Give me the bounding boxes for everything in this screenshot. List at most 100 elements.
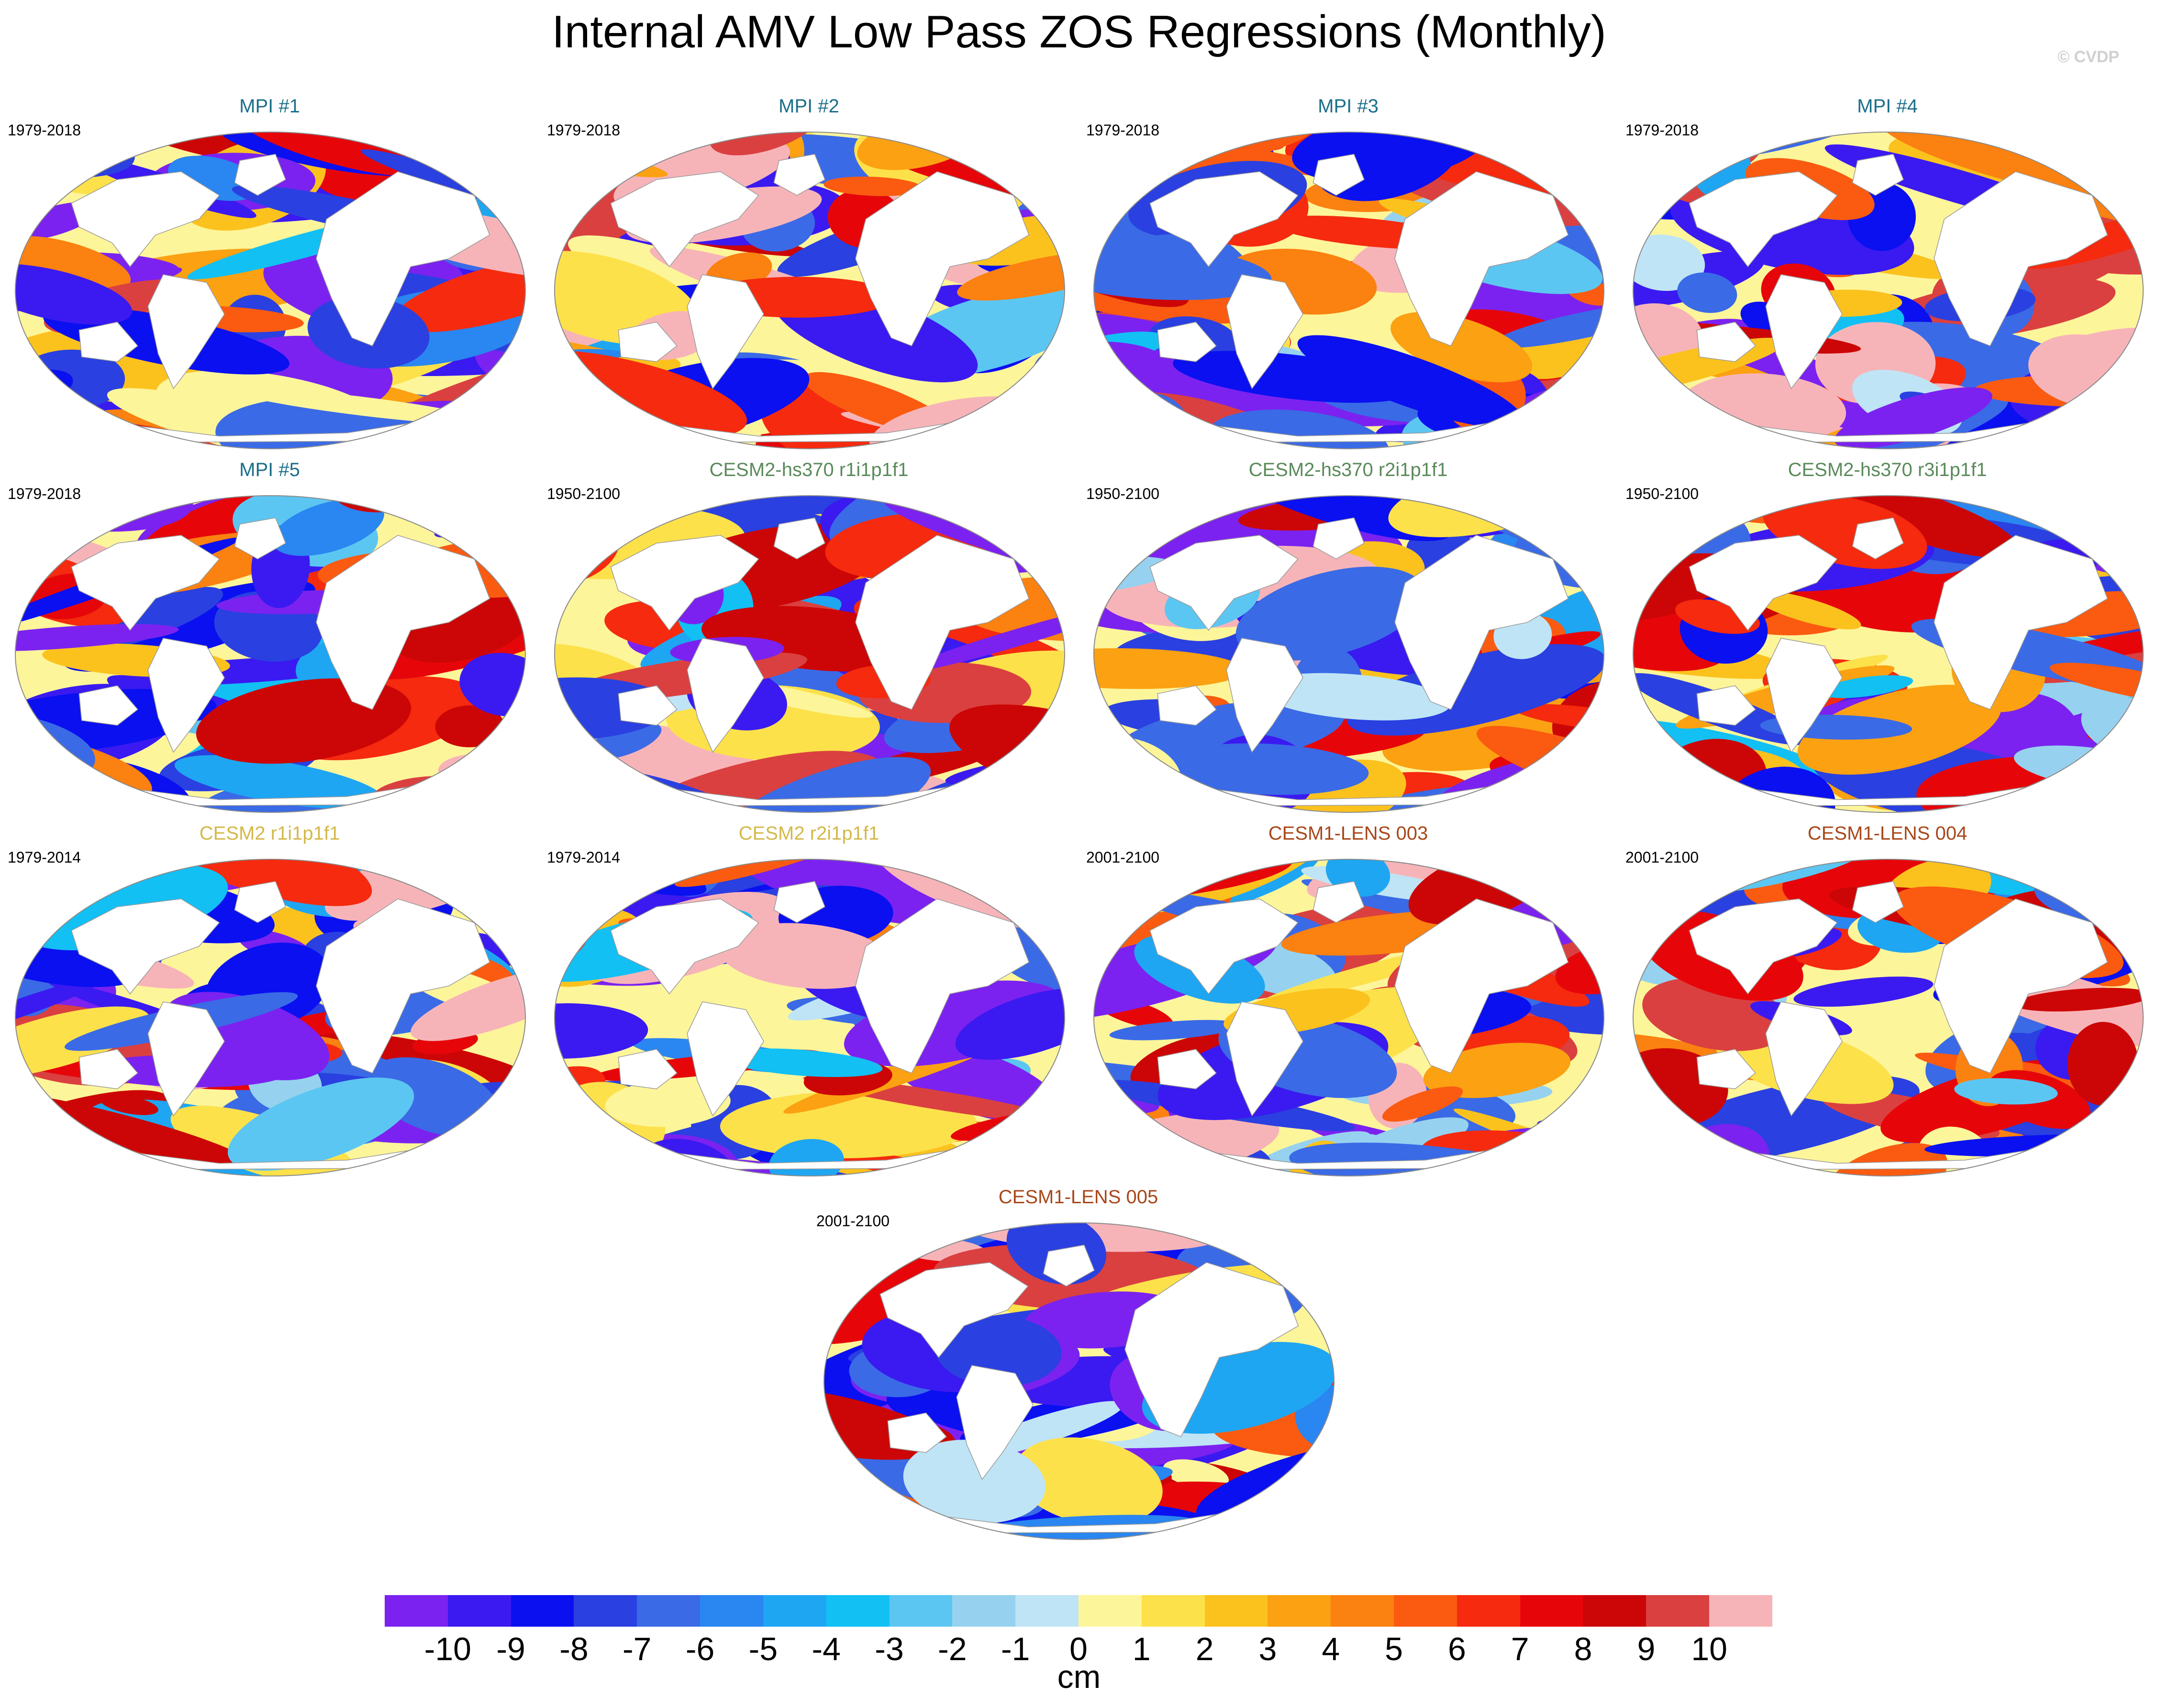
field-contour — [555, 1003, 648, 1059]
continent-mask — [1934, 171, 2108, 346]
continent-mask — [1313, 881, 1365, 923]
continent-mask — [316, 534, 490, 710]
map-panel: MPI #2 1979-2018 — [539, 96, 1079, 459]
field-contour — [563, 1143, 627, 1176]
field-contour — [2014, 987, 2143, 1012]
continent-mask — [1696, 685, 1756, 726]
map-border — [1633, 495, 2144, 813]
field-contour — [1793, 976, 1934, 1007]
map-panel: CESM1-LENS 005 2001-2100 — [809, 1187, 1348, 1550]
continent-mask — [610, 898, 759, 995]
colorbar-tick-label: -5 — [748, 1631, 778, 1667]
continent-mask — [1852, 881, 1904, 923]
field-contour — [460, 418, 525, 449]
colorbar-swatch — [637, 1595, 701, 1627]
field-contour — [1751, 590, 1861, 630]
panel-title: CESM1-LENS 003 — [1268, 823, 1428, 844]
field-contour — [15, 976, 106, 1040]
panel-period: 1979-2014 — [8, 849, 81, 866]
field-contour — [1536, 1120, 1604, 1166]
global-map — [15, 132, 526, 449]
field-contour — [1163, 1459, 1229, 1489]
field-contour — [720, 1091, 977, 1159]
continent-mask — [1765, 638, 1843, 753]
continent-mask — [1934, 898, 2108, 1074]
continent-mask — [1765, 1001, 1843, 1117]
colorbar-tick-label: 0 — [1069, 1631, 1088, 1667]
field-contour — [1954, 1078, 2058, 1105]
continent-mask — [147, 638, 225, 753]
map-panel: CESM2-hs370 r3i1p1f1 1950-2100 — [1618, 459, 2157, 823]
field-contour — [458, 782, 525, 812]
map-panel: MPI #4 1979-2018 — [1618, 96, 2157, 459]
colorbar-swatch — [1078, 1595, 1142, 1627]
continent-mask — [1765, 274, 1843, 389]
field-contour — [1751, 443, 1811, 449]
colorbar-swatch — [1583, 1595, 1646, 1627]
field-contour — [1508, 434, 1598, 449]
colorbar-swatch — [826, 1595, 890, 1627]
field-contour — [15, 264, 133, 325]
map-border — [554, 859, 1065, 1176]
field-contour — [15, 132, 148, 152]
global-map — [1633, 859, 2144, 1176]
field-contour — [1516, 859, 1604, 896]
continent-mask — [1696, 1049, 1756, 1089]
field-contour — [725, 496, 846, 514]
field-contour — [227, 1077, 414, 1171]
continent-mask — [887, 1412, 947, 1453]
figure-title: Internal AMV Low Pass ZOS Regressions (M… — [552, 6, 1606, 57]
colorbar-tick-label: -2 — [938, 1631, 967, 1667]
field-contour — [15, 1006, 150, 1079]
panel-title: CESM2 r2i1p1f1 — [738, 823, 879, 844]
map-panel: MPI #3 1979-2018 — [1079, 96, 1618, 459]
panel-title: CESM1-LENS 004 — [1807, 823, 1968, 844]
continent-mask — [1226, 274, 1303, 389]
continent-mask — [78, 322, 138, 362]
map-panel: CESM2-hs370 r2i1p1f1 1950-2100 — [1079, 459, 1618, 823]
panel-period: 1950-2100 — [1625, 485, 1699, 502]
colorbar-swatch — [889, 1595, 953, 1627]
colorbar-swatch — [1457, 1595, 1520, 1627]
field-contour — [122, 729, 206, 769]
field-contour — [1094, 428, 1222, 449]
field-contour — [846, 1223, 912, 1232]
map-border — [1093, 132, 1604, 449]
map-panel: CESM2 r2i1p1f1 1979-2014 — [539, 823, 1079, 1187]
field-contour — [1161, 743, 1369, 795]
continent-mask — [956, 1365, 1034, 1480]
field-contour — [823, 177, 923, 196]
continent-mask — [1852, 517, 1904, 560]
continent-mask — [618, 322, 678, 362]
field-contour — [824, 1223, 960, 1236]
field-contour — [1880, 132, 2097, 194]
colorbar-tick-label: -4 — [812, 1631, 841, 1667]
field-contour — [1634, 132, 1730, 165]
field-contour — [721, 1048, 883, 1077]
field-contour — [1094, 496, 1202, 511]
field-contour — [1824, 496, 2020, 558]
continent-mask — [1934, 534, 2108, 710]
field-contour — [555, 132, 612, 151]
global-map — [554, 859, 1065, 1176]
field-contour — [1235, 566, 1425, 661]
colorbar-tick-label: 1 — [1132, 1631, 1151, 1667]
panel-title: CESM2-hs370 r2i1p1f1 — [1248, 459, 1448, 480]
global-map — [1633, 495, 2144, 813]
panel-period: 1950-2100 — [1086, 485, 1160, 502]
continent-mask — [855, 171, 1030, 346]
field-contour — [955, 988, 1065, 1060]
colorbar-swatch — [1268, 1595, 1331, 1627]
colorbar-swatch — [763, 1595, 826, 1627]
colorbar-tick-label: -1 — [1001, 1631, 1030, 1667]
continent-mask — [618, 685, 678, 726]
field-contour — [1492, 302, 1604, 348]
colorbar-tick-label: 9 — [1637, 1631, 1656, 1667]
field-contour — [575, 496, 648, 528]
map-border — [15, 859, 526, 1176]
map-panel: MPI #1 1979-2018 — [0, 96, 539, 459]
field-contour — [949, 704, 1065, 806]
field-contour — [230, 387, 491, 425]
continent-mask — [618, 1049, 678, 1089]
panel-period: 1979-2018 — [547, 122, 621, 139]
